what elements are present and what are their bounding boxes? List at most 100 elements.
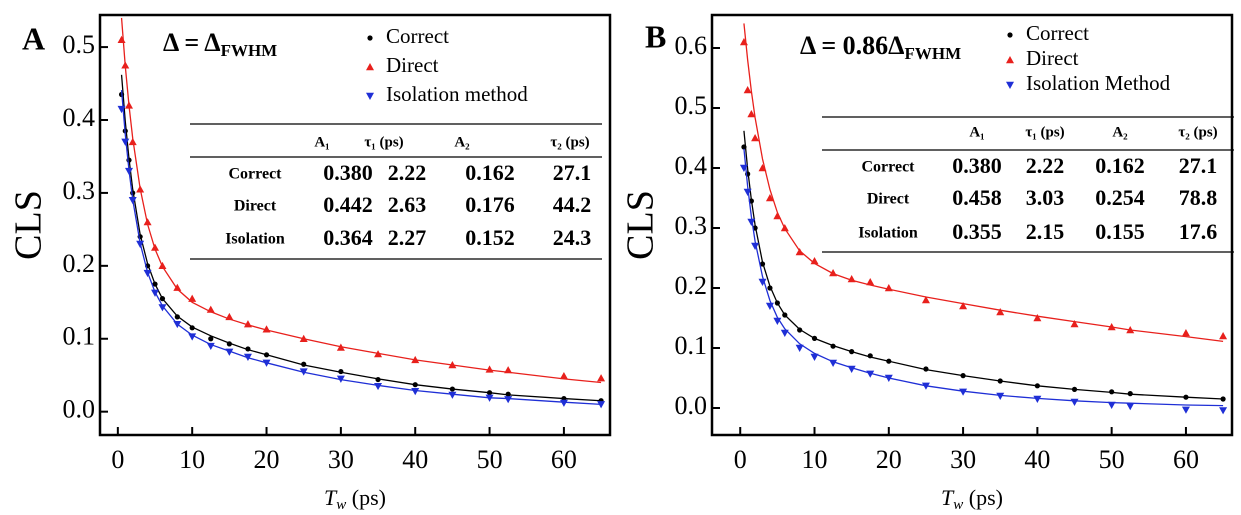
x-tick-label: 0 [734, 445, 747, 474]
table-cell: 27.1 [1179, 153, 1218, 178]
data-point [136, 240, 145, 248]
legend-label: Direct [1026, 46, 1079, 70]
data-point [225, 312, 234, 321]
legend-label: Isolation Method [1026, 71, 1171, 95]
title-main: Δ = 0.86Δ [800, 31, 904, 60]
y-tick-label: 0.1 [675, 331, 708, 360]
table-cell: 0.364 [323, 225, 373, 250]
table-cell: 0.152 [465, 225, 515, 250]
table-row-label: Direct [234, 198, 277, 215]
data-point [174, 314, 180, 320]
data-point [1220, 396, 1226, 402]
table-row-label: Correct [862, 159, 916, 176]
panel-label: B [645, 18, 666, 54]
data-point [997, 378, 1003, 384]
data-point [1107, 401, 1116, 409]
data-point [301, 361, 307, 367]
data-point [743, 188, 752, 196]
data-point [765, 302, 774, 310]
y-tick-label: 0.3 [63, 176, 96, 205]
table-header: τ₂ (ps) [550, 134, 589, 150]
table-header: τ₁ (ps) [364, 134, 403, 150]
data-point [262, 325, 271, 333]
legend-marker [366, 92, 374, 100]
title-sub: FWHM [221, 41, 278, 60]
table-cell: 44.2 [553, 192, 592, 217]
data-point [336, 343, 345, 351]
data-point [921, 382, 930, 390]
data-point [1127, 391, 1133, 397]
data-point [299, 334, 308, 342]
x-tick-label: 0 [111, 445, 124, 474]
data-point [188, 294, 197, 302]
table-cell: 3.03 [1026, 185, 1065, 210]
title-sub: FWHM [904, 44, 961, 63]
y-tick-label: 0.4 [675, 151, 708, 180]
x-axis-label: Tw (ps) [324, 485, 386, 513]
data-point [810, 257, 819, 265]
table-cell: 24.3 [553, 225, 592, 250]
title-main: Δ = Δ [163, 28, 221, 57]
data-point [412, 382, 418, 388]
data-point [747, 218, 756, 226]
data-point [336, 375, 345, 383]
legend-marker [366, 63, 374, 71]
data-point [866, 370, 875, 378]
data-point [1034, 383, 1040, 389]
data-point [921, 296, 930, 304]
table-cell: 2.15 [1026, 219, 1065, 244]
y-tick-label: 0.3 [675, 211, 708, 240]
table-row-label: Isolation [858, 225, 918, 242]
x-tick-label: 30 [328, 445, 354, 474]
table-cell: 0.155 [1095, 219, 1145, 244]
y-axis-label: CLS [620, 190, 662, 260]
table-cell: 2.22 [1026, 153, 1065, 178]
data-point [1107, 323, 1116, 331]
data-point [1033, 314, 1042, 322]
data-point [739, 164, 748, 172]
data-point [773, 212, 782, 220]
y-axis-label: CLS [8, 190, 50, 260]
data-point [867, 353, 873, 359]
data-point [128, 137, 137, 146]
data-point [158, 304, 167, 312]
data-point [751, 134, 760, 142]
data-point [158, 261, 167, 270]
data-point [124, 101, 133, 109]
data-point [121, 138, 130, 146]
data-point [1181, 406, 1190, 414]
table-header: A₂ [454, 134, 470, 150]
data-point [1071, 386, 1078, 392]
data-point [225, 348, 234, 356]
data-point [743, 86, 752, 94]
data-point [152, 281, 158, 287]
data-point [1126, 403, 1135, 411]
y-tick-label: 0.4 [63, 103, 96, 132]
data-point [884, 284, 893, 292]
x-label-sub: w [953, 497, 963, 513]
y-tick-label: 0.0 [63, 395, 96, 424]
data-point [151, 289, 160, 297]
data-point [504, 366, 513, 374]
data-point [996, 392, 1005, 400]
chart-title: Δ = ΔFWHM [163, 28, 277, 60]
table-row-label: Isolation [225, 231, 285, 248]
data-point [208, 336, 214, 342]
data-point [767, 285, 773, 291]
data-point [751, 242, 760, 250]
data-point [159, 296, 166, 302]
data-point [780, 329, 789, 337]
data-point [758, 278, 767, 286]
y-tick-label: 0.0 [675, 391, 708, 420]
plot-frame [710, 13, 1234, 437]
table-header: A₁ [314, 134, 329, 150]
data-point [923, 366, 929, 372]
data-point [485, 394, 494, 402]
table-cell: 27.1 [553, 160, 592, 185]
y-tick-label: 0.5 [675, 91, 708, 120]
x-tick-label: 20 [254, 445, 280, 474]
x-tick-label: 50 [477, 445, 503, 474]
data-point [206, 342, 215, 351]
table-cell: 0.380 [323, 160, 373, 185]
data-point [765, 194, 774, 202]
